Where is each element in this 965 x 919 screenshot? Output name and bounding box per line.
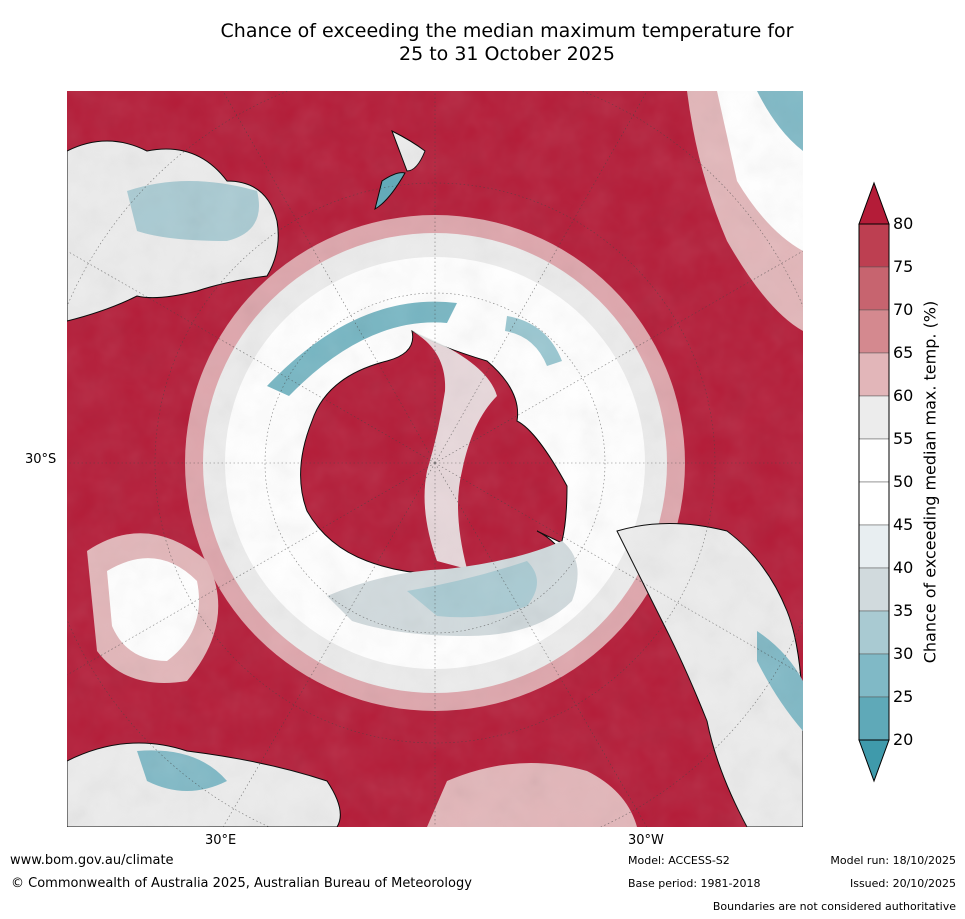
- colorbar-tick-label: 40: [893, 558, 914, 577]
- colorbar-tick-label: 50: [893, 472, 914, 491]
- colorbar-segment: [858, 567, 890, 612]
- footer-base-period: Base period: 1981-2018: [628, 877, 761, 890]
- colorbar-frame: [858, 223, 890, 741]
- chart-title: Chance of exceeding the median maximum t…: [0, 20, 965, 66]
- colorbar-tick-label: 45: [893, 515, 914, 534]
- colorbar-tick-label: 60: [893, 386, 914, 405]
- title-line-1: Chance of exceeding the median maximum t…: [220, 20, 794, 42]
- colorbar-tick-label: 30: [893, 644, 914, 663]
- colorbar-tick-label: 20: [893, 730, 914, 749]
- lon-label-30e: 30°E: [205, 833, 237, 848]
- colorbar-tick-label: 75: [893, 257, 914, 276]
- colorbar-tick-label: 70: [893, 300, 914, 319]
- footer-model: Model: ACCESS-S2: [628, 854, 730, 867]
- colorbar-extend-low: [858, 739, 890, 783]
- colorbar-segment: [858, 309, 890, 354]
- colorbar-tick-label: 35: [893, 601, 914, 620]
- colorbar: [858, 181, 890, 783]
- colorbar-segment: [858, 610, 890, 655]
- colorbar-segment: [858, 524, 890, 569]
- colorbar-tick-label: 80: [893, 214, 914, 233]
- colorbar-segment: [858, 696, 890, 741]
- footer-disclaimer: Boundaries are not considered authoritat…: [712, 900, 956, 913]
- colorbar-segment: [858, 395, 890, 440]
- map-canvas: [67, 91, 803, 827]
- footer-issued: Issued: 20/10/2025: [849, 877, 956, 890]
- colorbar-segment: [858, 481, 890, 526]
- colorbar-segment: [858, 438, 890, 483]
- colorbar-segment: [858, 653, 890, 698]
- probability-map[interactable]: [67, 91, 803, 827]
- footer-copyright: © Commonwealth of Australia 2025, Austra…: [11, 876, 472, 891]
- colorbar-tick-label: 55: [893, 429, 914, 448]
- colorbar-segment: [858, 223, 890, 268]
- graticule: [67, 91, 803, 827]
- colorbar-label: Chance of exceeding median max. temp. (%…: [920, 300, 940, 664]
- colorbar-extend-high: [858, 181, 890, 225]
- lon-label-30w: 30°W: [628, 833, 664, 848]
- colorbar-tick-label: 65: [893, 343, 914, 362]
- colorbar-segment: [858, 266, 890, 311]
- footer-url[interactable]: www.bom.gov.au/climate: [10, 853, 174, 868]
- colorbar-tick-label: 25: [893, 687, 914, 706]
- title-line-2: 25 to 31 October 2025: [399, 43, 615, 65]
- colorbar-segment: [858, 352, 890, 397]
- footer-model-run: Model run: 18/10/2025: [830, 854, 956, 867]
- lat-label-30s: 30°S: [25, 452, 57, 467]
